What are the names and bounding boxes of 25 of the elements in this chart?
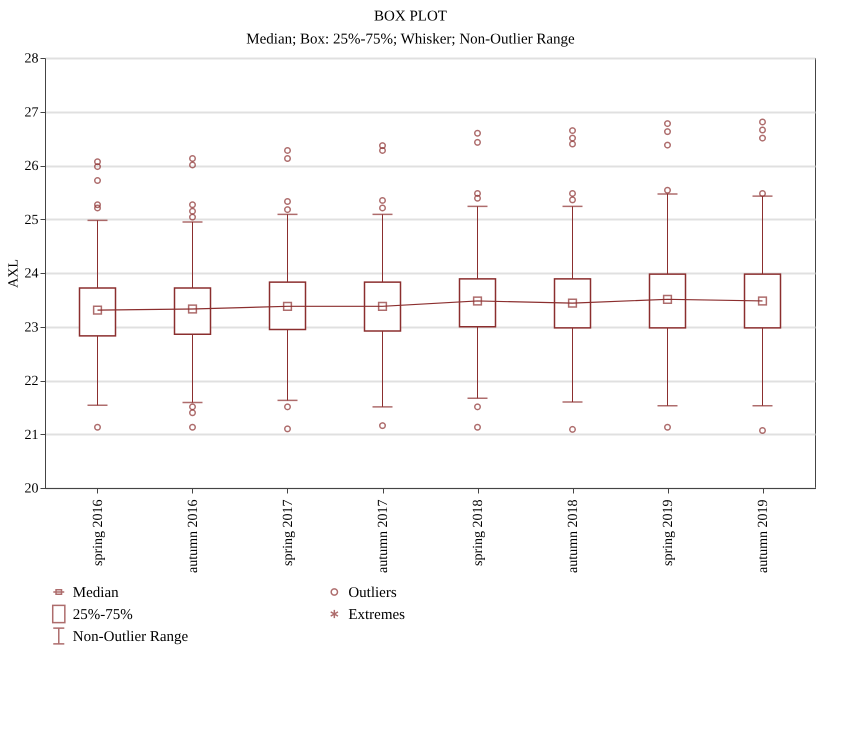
y-tick-label: 22 xyxy=(24,374,38,389)
y-tick-label: 20 xyxy=(24,482,38,496)
y-tick-label: 26 xyxy=(24,159,38,174)
y-tick-label: 27 xyxy=(24,105,38,120)
x-tick-label: autumn 2016 xyxy=(186,500,201,573)
chart-subtitle: Median; Box: 25%-75%; Whisker; Non-Outlier Range xyxy=(246,32,576,48)
x-tick-label: spring 2016 xyxy=(91,500,106,566)
x-tick-label: autumn 2017 xyxy=(376,500,391,573)
legend-label: Median xyxy=(72,585,120,601)
y-tick-label: 25 xyxy=(24,212,38,228)
x-tick-label: spring 2019 xyxy=(661,500,676,566)
y-tick-label: 24 xyxy=(24,266,38,282)
x-tick-label: autumn 2018 xyxy=(566,500,581,573)
text: Extremes xyxy=(348,607,406,623)
legend-label: 25%-75% xyxy=(72,607,133,623)
text: Non-Outlier Range xyxy=(72,629,189,645)
x-tick-label: spring 2018 xyxy=(471,500,486,566)
text: Outliers xyxy=(348,585,397,601)
y-tick-label: 21 xyxy=(24,428,38,443)
x-tick-label: spring 2017 xyxy=(281,500,296,566)
x-tick-label: autumn 2019 xyxy=(756,500,771,573)
y-tick-label: 23 xyxy=(24,320,38,336)
y-tick-label: 28 xyxy=(24,52,38,66)
chart-title: BOX PLOT xyxy=(374,8,447,24)
y-axis-title: AXL xyxy=(6,259,22,288)
